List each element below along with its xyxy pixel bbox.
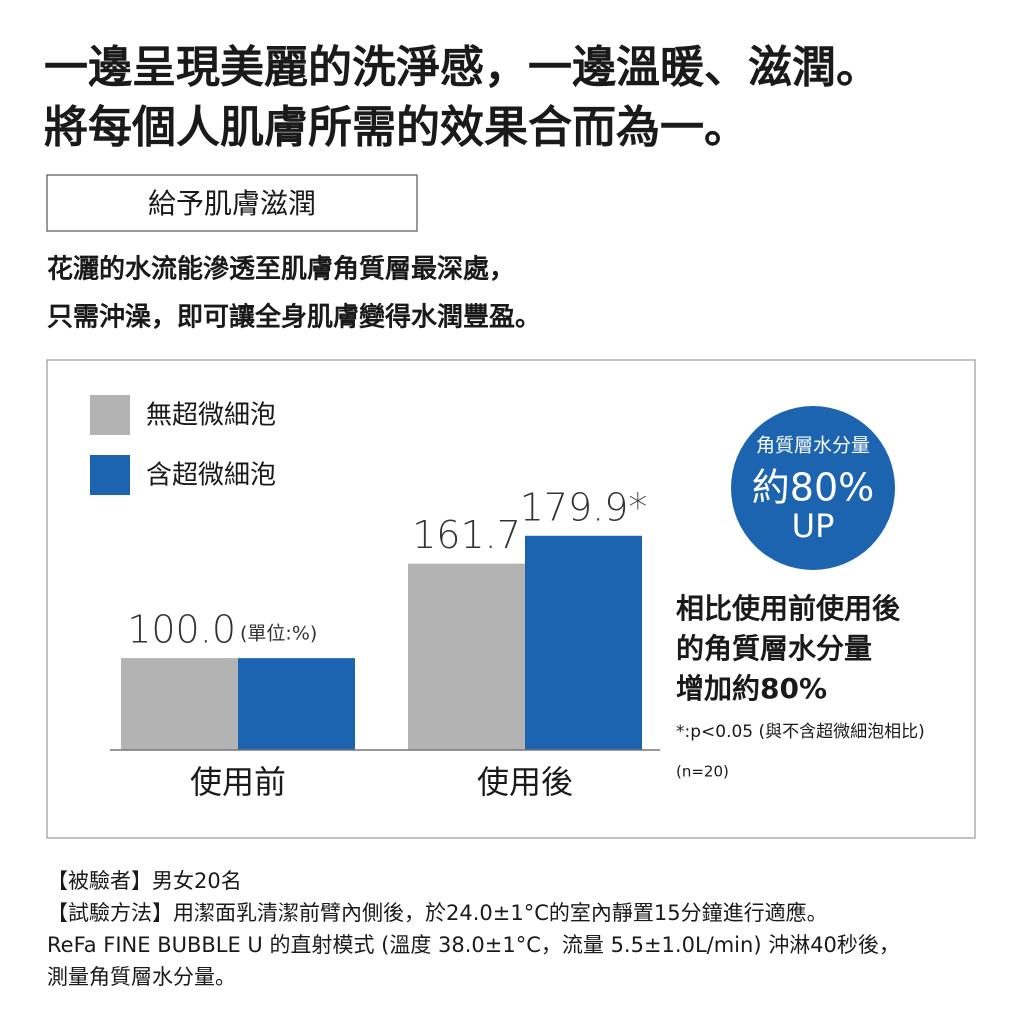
legend-label: 無超微細泡: [146, 401, 276, 431]
note: (n=20): [676, 763, 729, 781]
x-tick-label: 使用前: [190, 763, 286, 801]
value-label: 100.0: [127, 608, 236, 652]
footnote: 測量角質層水分量。: [47, 965, 236, 989]
badge-text: 約80%: [752, 466, 874, 510]
badge-text: 角質層水分量: [756, 435, 870, 457]
bar: [525, 535, 642, 750]
footnote: ReFa FINE BUBBLE U 的直射模式 (溫度 38.0±1°C，流量…: [47, 933, 900, 957]
badge: [731, 406, 895, 570]
note: *:p<0.05 (與不含超微細泡相比): [676, 722, 925, 742]
bar: [408, 563, 525, 750]
value-label: 161.7: [412, 513, 521, 557]
summary: 增加約80%: [676, 672, 827, 705]
headline: 一邊呈現美麗的洗淨感，一邊溫暖、滋潤。: [44, 42, 880, 93]
chart-frame: [46, 359, 976, 839]
footnote: 【被驗者】男女20名: [47, 869, 242, 893]
bar: [238, 658, 355, 750]
description: 只需沖澡，即可讓全身肌膚變得水潤豐盈。: [47, 302, 541, 333]
x-tick-label: 使用後: [477, 763, 573, 801]
headline: 將每個人肌膚所需的效果合而為一。: [44, 102, 748, 153]
summary: 的角質層水分量: [676, 632, 872, 665]
summary: 相比使用前使用後: [676, 592, 901, 625]
description: 花灑的水流能滲透至肌膚角質層最深處，: [47, 254, 515, 285]
legend-label: 含超微細泡: [146, 461, 276, 491]
legend-swatch: [90, 395, 130, 435]
footnote: 【試驗方法】用潔面乳清潔前臂內側後，於24.0±1°C的室內靜置15分鐘進行適應…: [47, 901, 828, 925]
legend-swatch: [90, 455, 130, 495]
value-label: 179.9*: [520, 485, 648, 529]
badge-text: UP: [792, 507, 835, 545]
section-label: 給予肌膚滋潤: [148, 187, 316, 220]
bar: [121, 658, 238, 750]
section-box: [46, 174, 418, 232]
unit-label: (單位:%): [240, 623, 317, 645]
